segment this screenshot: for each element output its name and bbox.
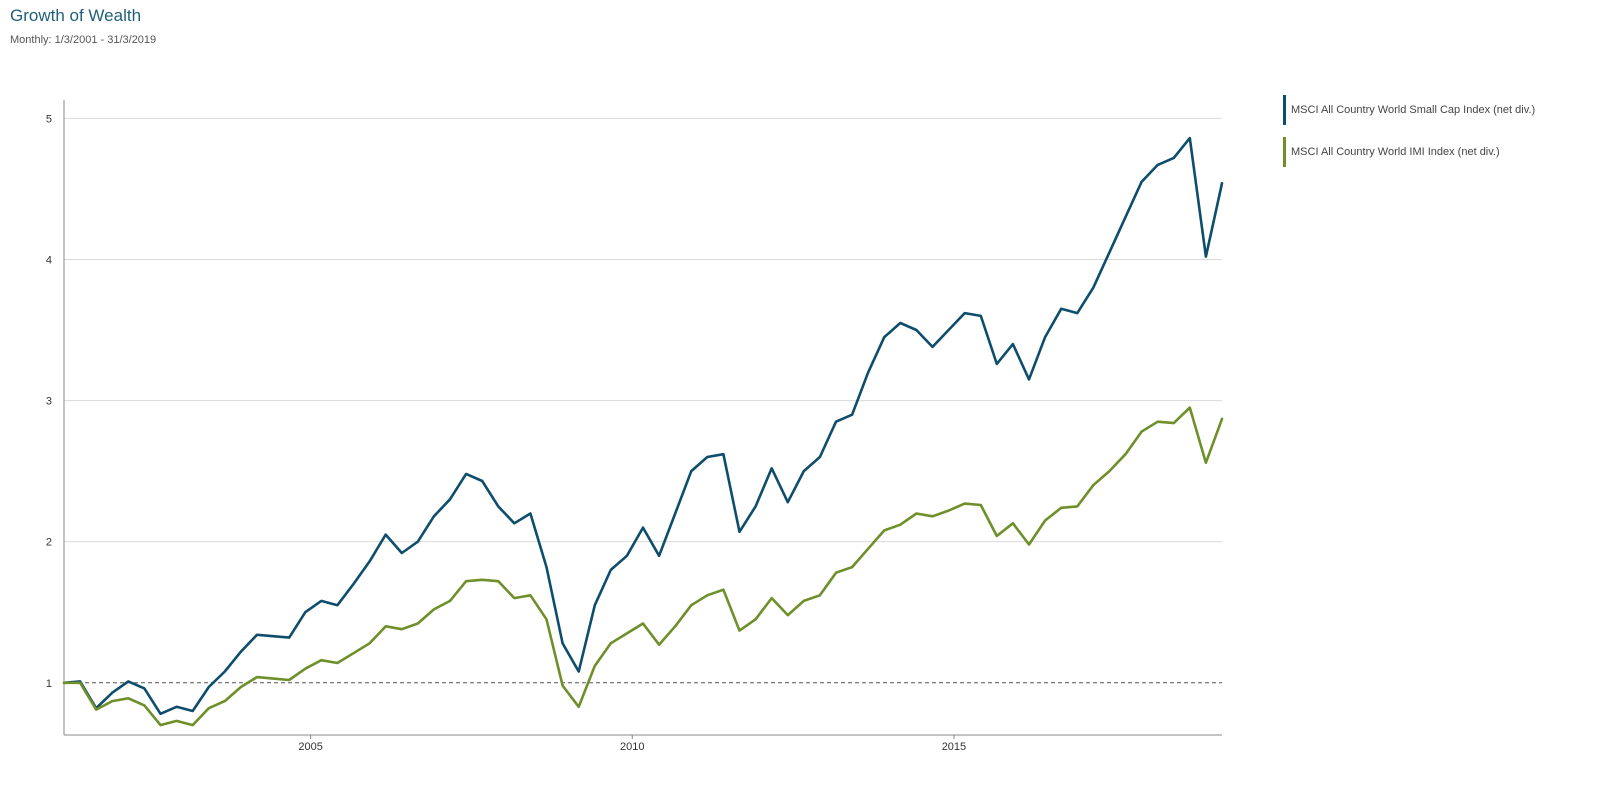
chart-legend: MSCI All Country World Small Cap Index (… <box>1283 95 1583 179</box>
legend-swatch-imi <box>1283 137 1286 167</box>
legend-label-imi: MSCI All Country World IMI Index (net di… <box>1291 146 1500 158</box>
chart-subtitle: Monthly: 1/3/2001 - 31/3/2019 <box>10 34 157 46</box>
y-tick-label: 4 <box>46 254 52 266</box>
legend-swatch-small-cap <box>1283 95 1286 125</box>
x-tick-label: 2015 <box>942 741 966 753</box>
y-tick-label: 5 <box>46 113 52 125</box>
legend-item-imi[interactable]: MSCI All Country World IMI Index (net di… <box>1283 137 1583 167</box>
series-line-small-cap <box>62 136 1224 716</box>
x-tick-label: 2005 <box>298 741 322 753</box>
y-tick-label: 3 <box>46 396 52 408</box>
x-tick-label: 2010 <box>620 741 644 753</box>
legend-item-small-cap[interactable]: MSCI All Country World Small Cap Index (… <box>1283 95 1583 125</box>
chart-title: Growth of Wealth <box>10 6 142 25</box>
series-line-imi <box>62 406 1224 727</box>
y-tick-label: 2 <box>46 537 52 549</box>
legend-label-small-cap: MSCI All Country World Small Cap Index (… <box>1291 104 1536 116</box>
y-tick-label: 1 <box>46 678 52 690</box>
